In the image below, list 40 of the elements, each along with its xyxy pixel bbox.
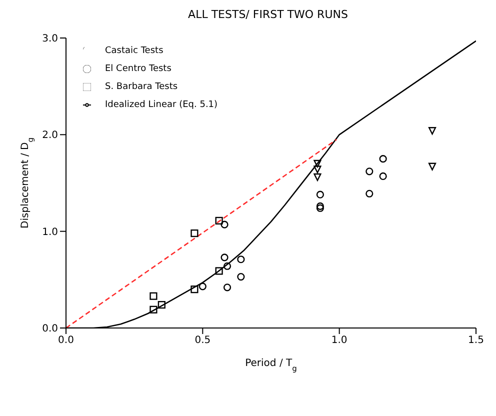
x-axis-title: Period / T$_{g}$ xyxy=(245,358,298,372)
x-tick-label: 0.5 xyxy=(194,335,211,346)
point xyxy=(190,229,198,238)
x-tick-label: 1.5 xyxy=(468,335,484,346)
point xyxy=(316,204,324,212)
point xyxy=(314,160,322,168)
point xyxy=(379,155,387,163)
y-tick-label: 2.0 xyxy=(42,130,58,142)
point xyxy=(198,282,206,290)
legend-label: Castaic Tests xyxy=(105,46,164,56)
legend-label: Idealized Linear (Eq. 5.1) xyxy=(105,100,218,110)
point xyxy=(366,190,374,198)
point xyxy=(428,127,436,135)
chart-title: ALL TESTS/ FIRST TWO RUNS xyxy=(187,8,349,21)
point xyxy=(150,306,158,314)
point xyxy=(366,168,374,176)
point xyxy=(190,286,198,294)
point xyxy=(215,216,223,224)
point xyxy=(158,301,166,309)
point xyxy=(237,256,245,264)
legend-label: El Centro Tests xyxy=(105,64,172,74)
y-tick-label: 3.0 xyxy=(42,34,58,45)
point xyxy=(314,173,322,181)
legend-label: S. Barbara Tests xyxy=(105,82,178,92)
point xyxy=(314,166,322,174)
point xyxy=(428,162,436,170)
point xyxy=(220,254,228,262)
point xyxy=(316,190,324,198)
x-tick-label: 1.0 xyxy=(331,335,348,346)
point xyxy=(223,262,232,270)
y-tick-label: 1.0 xyxy=(42,226,58,238)
point xyxy=(215,267,223,275)
x-tick-label: 0.0 xyxy=(58,335,74,346)
point xyxy=(379,172,387,180)
point xyxy=(220,220,228,228)
y-tick-label: 0.0 xyxy=(42,324,58,335)
point xyxy=(150,292,158,300)
point xyxy=(223,284,232,292)
point xyxy=(237,272,245,281)
point xyxy=(316,202,324,210)
